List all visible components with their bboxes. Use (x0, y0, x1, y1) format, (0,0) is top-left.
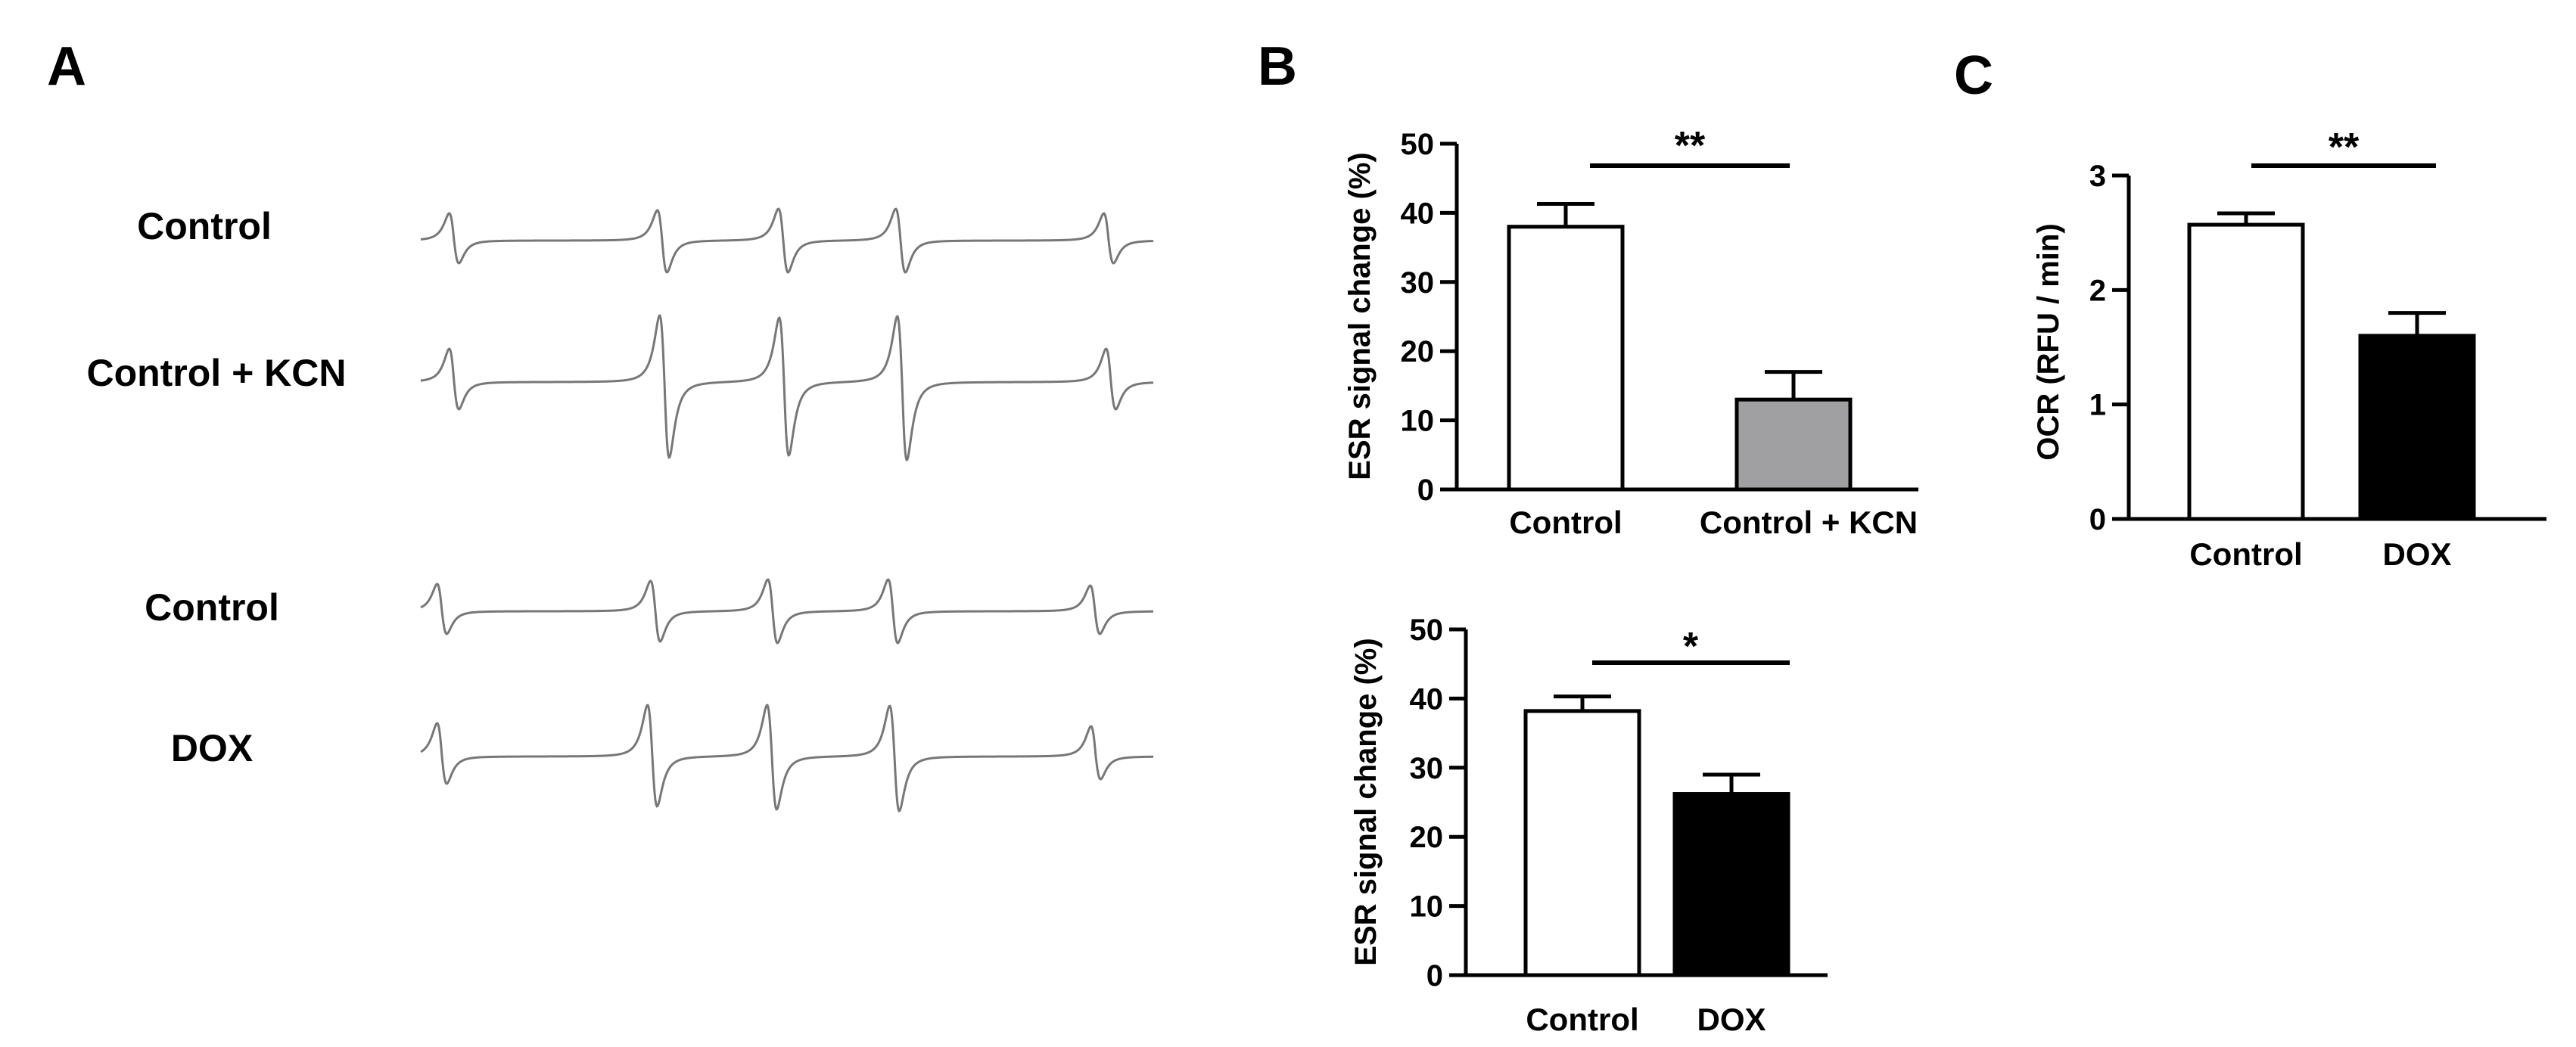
x-category-label: Control (1509, 505, 1622, 540)
y-axis-title: ESR signal change (%) (1343, 152, 1377, 480)
y-tick-label: 3 (2089, 160, 2106, 193)
bar-control (1523, 709, 1641, 977)
y-tick-label: 0 (1426, 959, 1443, 993)
esr-trace-control-kcn (420, 314, 1154, 462)
y-tick-label: 40 (1410, 682, 1444, 716)
significance-marker: * (1683, 625, 1699, 669)
bar-control-kcn (1734, 397, 1853, 492)
esr-trace-control-2 (420, 578, 1154, 645)
y-axis-title: OCR (RFU / min) (2032, 223, 2065, 460)
y-tick-label: 10 (1401, 405, 1435, 438)
significance-marker: ** (1675, 124, 1706, 168)
esr-trace-control-1 (420, 207, 1154, 274)
y-tick-label: 1 (2089, 389, 2106, 422)
y-tick-label: 2 (2089, 274, 2106, 307)
y-tick-label: 0 (2089, 503, 2106, 536)
trace-label-control-kcn: Control + KCN (86, 352, 346, 394)
y-tick-label: 40 (1401, 197, 1435, 230)
x-category-label: DOX (2382, 536, 2451, 572)
x-category-label: Control (1526, 1002, 1638, 1037)
chart-b-top: 0 10 20 30 40 50 Control Control + KCN ESR signa… (1343, 124, 1918, 540)
x-category-label: Control (2189, 536, 2302, 572)
trace-label-control-1: Control (137, 205, 272, 247)
chart-b-bottom: 0 10 20 30 40 50 Control DOX ESR signal change (… (1349, 614, 1828, 1037)
y-tick-label: 50 (1410, 614, 1444, 647)
trace-label-dox: DOX (171, 727, 253, 769)
chart-c: 0 1 2 3 Control DOX OCR (RFU / min) ** (2032, 126, 2546, 572)
y-tick-label: 20 (1410, 821, 1444, 854)
y-tick-label: 20 (1401, 335, 1435, 368)
y-tick-label: 0 (1417, 474, 1434, 507)
bar-dox (1672, 792, 1790, 977)
y-tick-label: 30 (1401, 266, 1435, 300)
y-tick-label: 50 (1401, 128, 1435, 161)
y-tick-label: 10 (1410, 890, 1444, 924)
y-tick-label: 30 (1410, 752, 1444, 785)
trace-label-control-2: Control (145, 586, 279, 629)
panel-b-letter: B (1258, 36, 1297, 97)
bar-control (1507, 225, 1625, 492)
bar-control (2187, 222, 2305, 521)
panel-c-letter: C (1954, 45, 1993, 106)
y-axis-title: ESR signal change (%) (1349, 638, 1383, 965)
esr-trace-dox (420, 704, 1154, 812)
x-category-label: DOX (1697, 1002, 1766, 1037)
x-category-label: Control + KCN (1700, 505, 1918, 540)
significance-marker: ** (2329, 126, 2360, 169)
panel-a-letter: A (47, 36, 86, 97)
bar-dox (2358, 334, 2476, 521)
